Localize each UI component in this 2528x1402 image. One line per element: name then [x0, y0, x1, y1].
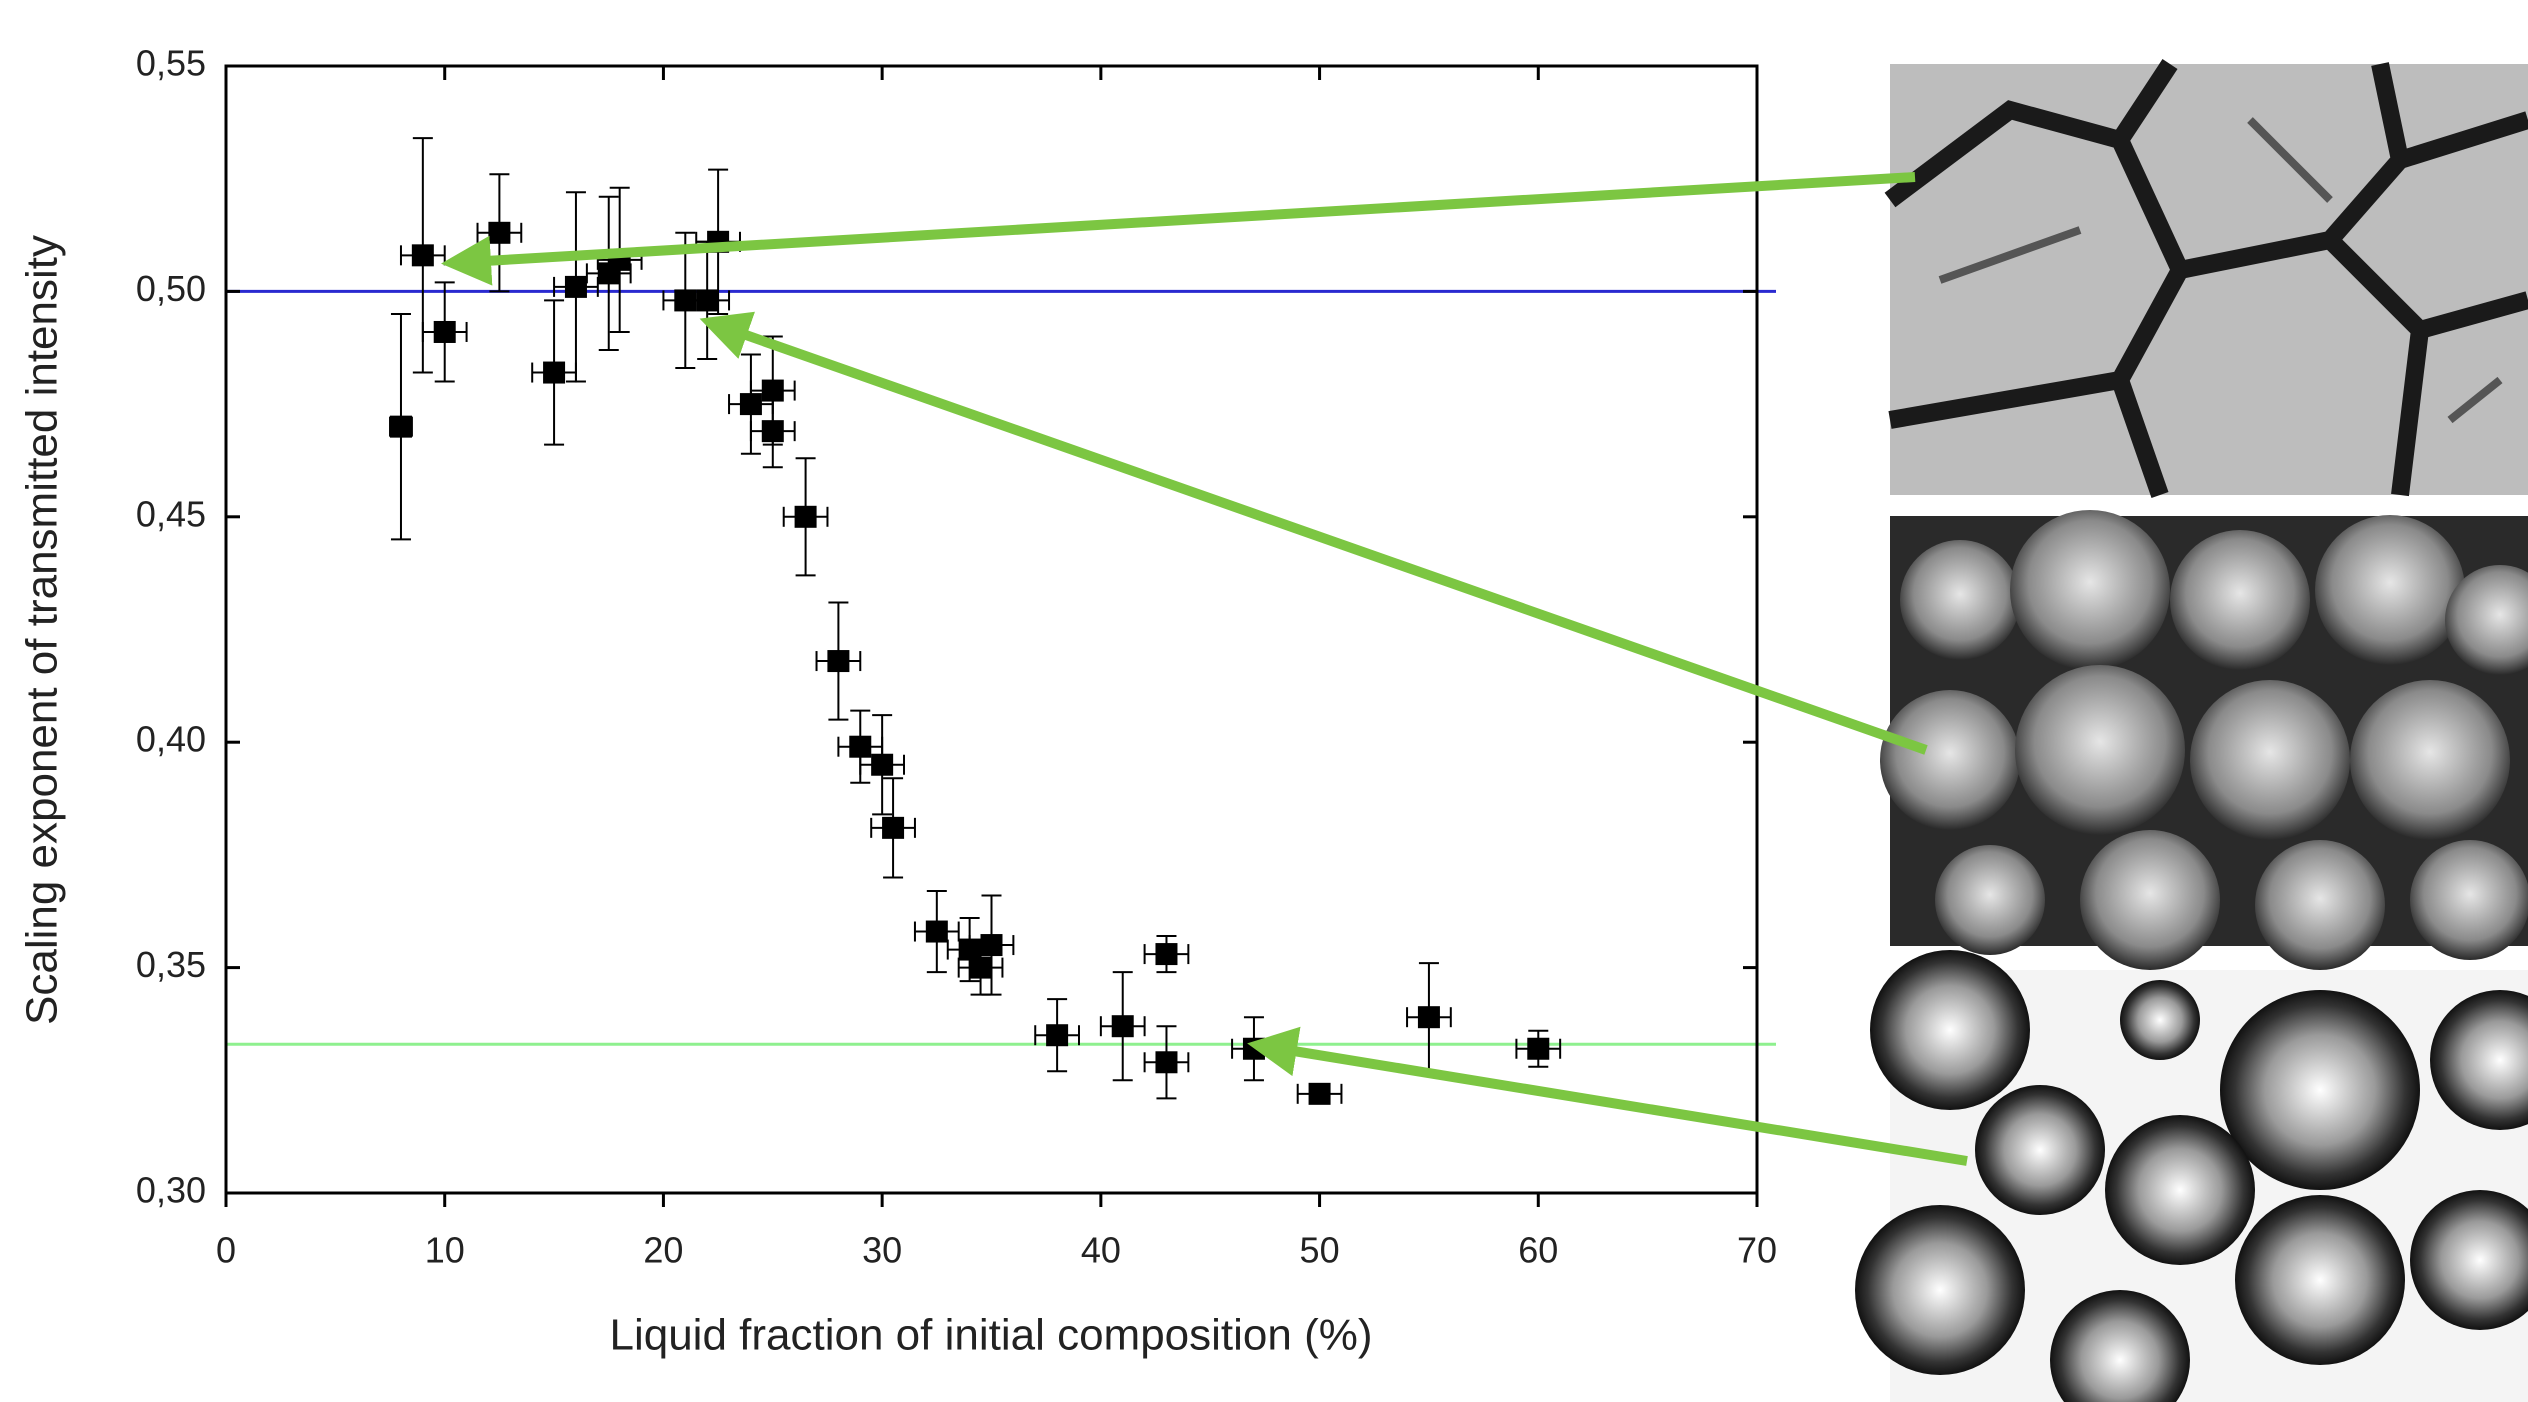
foam-photo-wet	[1880, 510, 2528, 970]
x-tick-label: 40	[1081, 1230, 1121, 1271]
data-point	[761, 420, 784, 443]
x-tick-label: 70	[1737, 1230, 1777, 1271]
x-tick-label: 50	[1300, 1230, 1340, 1271]
foam-photo-bubbly	[1855, 950, 2528, 1402]
data-point	[882, 816, 905, 839]
data-point	[543, 361, 566, 384]
y-tick-label: 0,45	[136, 493, 206, 534]
data-point	[969, 956, 992, 979]
data-point	[871, 753, 894, 776]
y-tick-label: 0,55	[136, 43, 206, 84]
y-tick-label: 0,50	[136, 268, 206, 309]
y-tick-label: 0,35	[136, 944, 206, 985]
data-point	[925, 920, 948, 943]
data-point	[389, 415, 412, 438]
y-tick-label: 0,40	[136, 719, 206, 760]
data-point	[488, 221, 511, 244]
data-point	[696, 289, 719, 312]
foam-photo-dry	[1884, 59, 2528, 498]
data-point	[411, 244, 434, 267]
x-tick-label: 30	[862, 1230, 902, 1271]
x-tick-label: 10	[425, 1230, 465, 1271]
data-point	[980, 934, 1003, 957]
annotation-arrow	[441, 172, 1916, 286]
data-point	[433, 320, 456, 343]
data-point	[1308, 1082, 1331, 1105]
data-point	[1155, 943, 1178, 966]
x-tick-label: 0	[216, 1230, 236, 1271]
data-point	[739, 393, 762, 416]
data-point	[1527, 1037, 1550, 1060]
y-axis-title: Scaling exponent of transmitted intensit…	[18, 235, 67, 1025]
annotation-arrow	[699, 311, 1928, 755]
data-point	[849, 735, 872, 758]
data-point	[1111, 1015, 1134, 1038]
data-point	[1417, 1006, 1440, 1029]
x-tick-label: 20	[643, 1230, 683, 1271]
annotation-arrow	[1247, 1026, 1968, 1166]
data-point	[827, 650, 850, 673]
y-tick-label: 0,30	[136, 1170, 206, 1211]
data-point	[794, 505, 817, 528]
data-point	[564, 275, 587, 298]
x-tick-label: 60	[1518, 1230, 1558, 1271]
x-axis-title: Liquid fraction of initial composition (…	[609, 1311, 1372, 1360]
data-point	[1046, 1024, 1069, 1047]
plot-frame	[224, 64, 1759, 1195]
data-point	[1155, 1051, 1178, 1074]
